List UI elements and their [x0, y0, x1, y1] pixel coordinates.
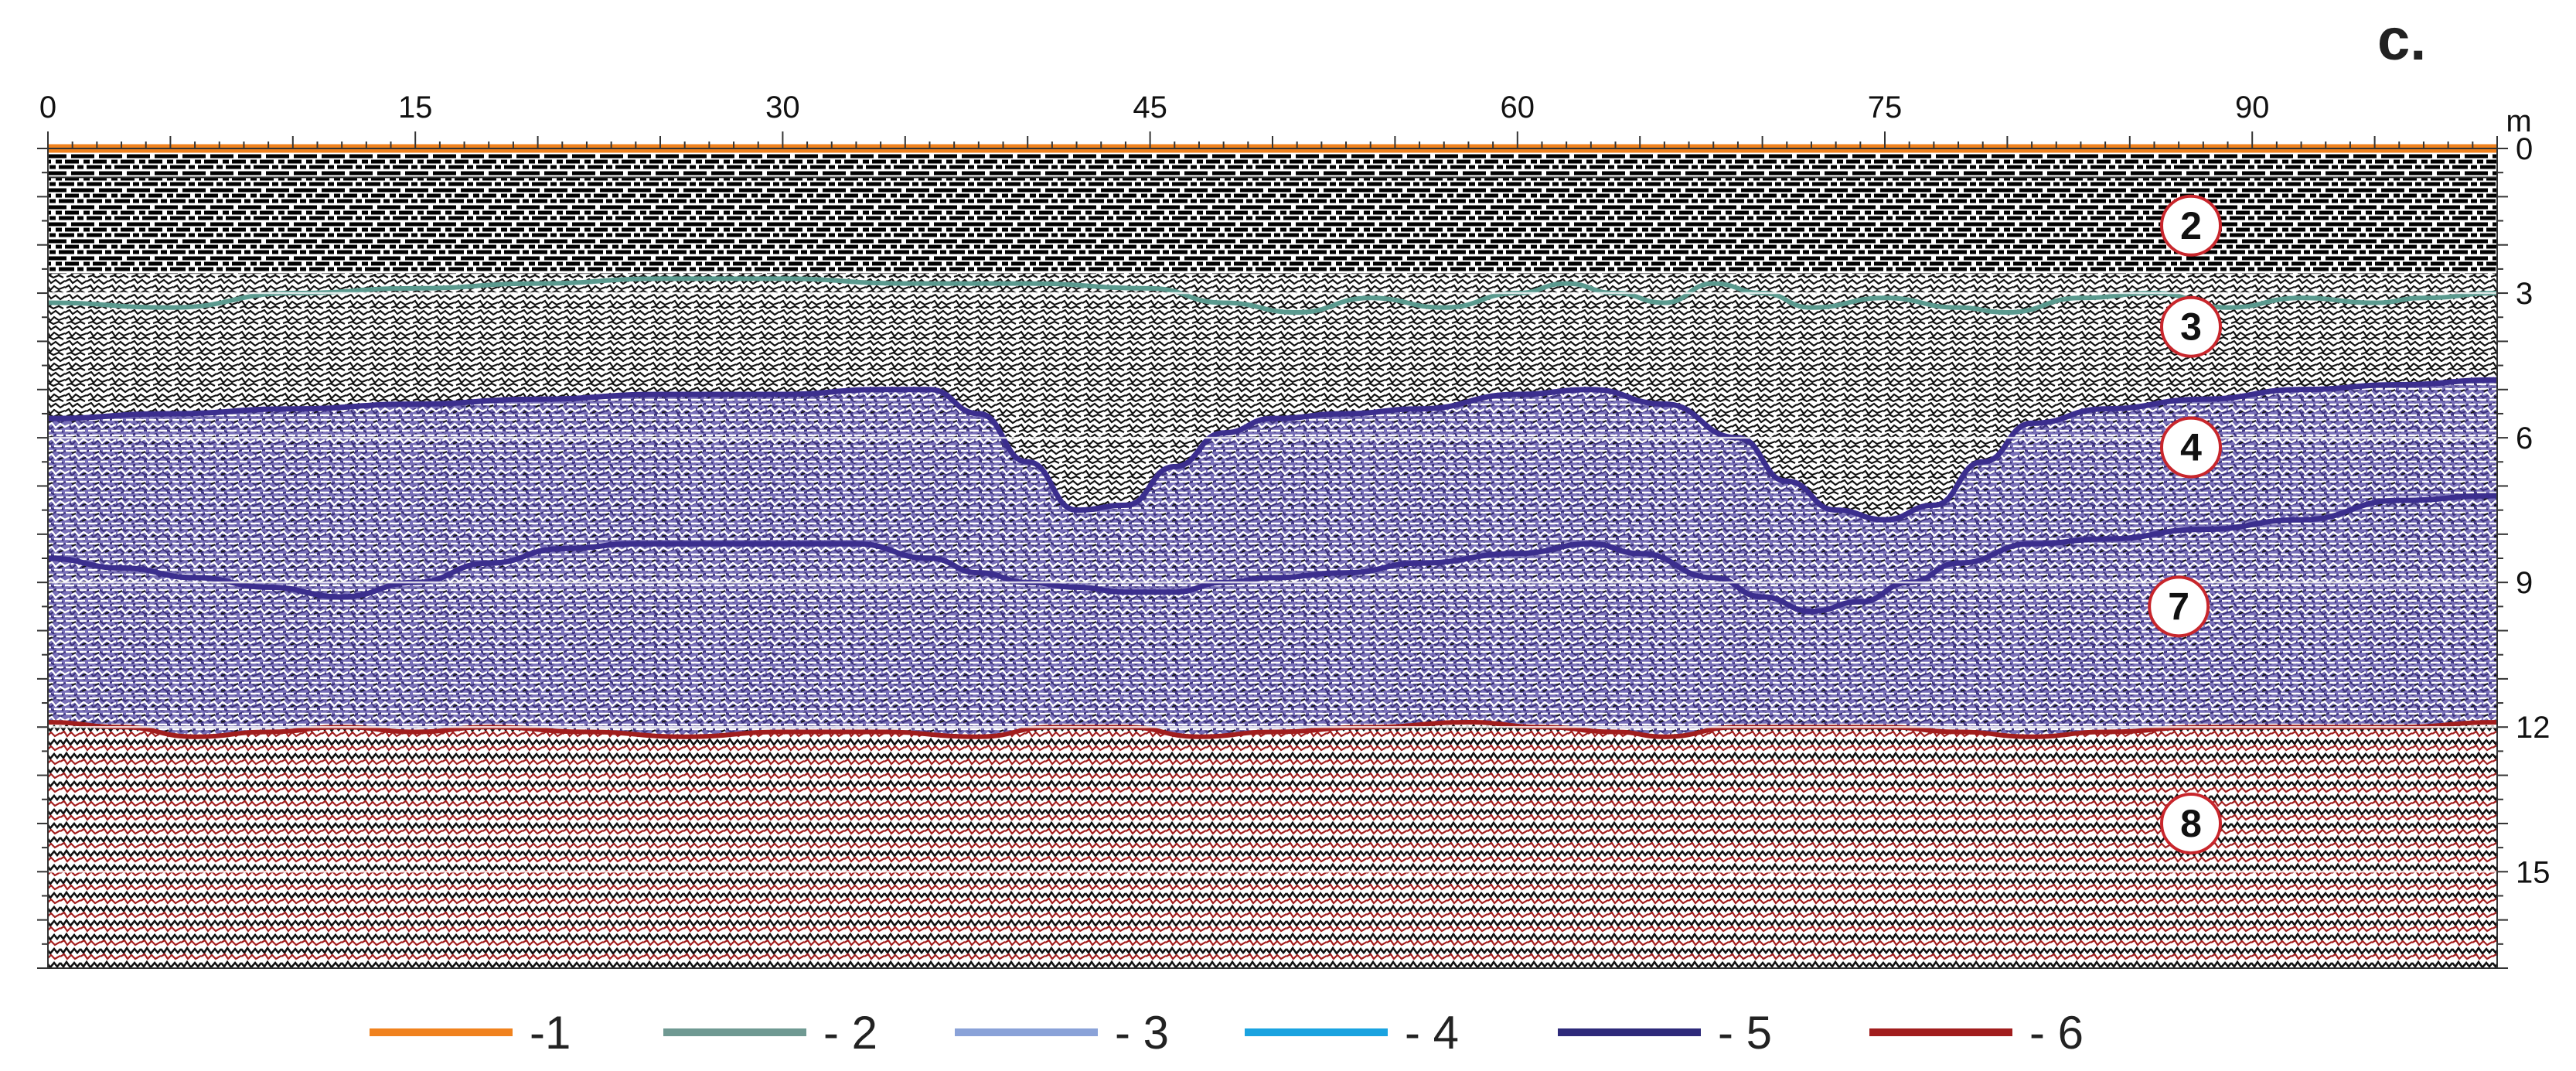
layer-label-circle [2160, 792, 2222, 854]
layer-label-8: 8 [2160, 792, 2222, 854]
x-tick-label: 30 [765, 90, 800, 124]
legend-swatch [1869, 1028, 2012, 1036]
left-tick-axis [37, 148, 48, 969]
legend-item: - 6 [1869, 998, 2084, 1067]
layer-label-text: 3 [2180, 305, 2202, 349]
layer-label-text: 8 [2180, 802, 2202, 845]
y-tick-label: 3 [2516, 277, 2533, 311]
legend-item: - 4 [1245, 998, 1459, 1067]
x-axis: 0 15 30 45 60 75 90 m [39, 90, 2532, 149]
y-tick-label: 0 [2516, 132, 2533, 166]
legend-swatch [1245, 1028, 1388, 1036]
y-tick-label: 6 [2516, 421, 2533, 455]
x-tick-label: 45 [1133, 90, 1167, 124]
legend-item: - 3 [955, 998, 1169, 1067]
layer-label-circle [2148, 575, 2210, 638]
layer-label-text: 7 [2168, 585, 2189, 628]
legend: -1 - 2 - 3 - 4 - 5 - 6 [0, 998, 2576, 1067]
zone-purple-layer [48, 380, 2497, 737]
radargram-plot-area [48, 148, 2497, 968]
layer-label-7: 7 [2148, 575, 2210, 638]
y-tick-label: 12 [2516, 711, 2550, 745]
y-axis: 0 3 6 9 12 15 [2497, 132, 2550, 969]
legend-label: -1 [530, 1006, 571, 1059]
legend-item: -1 [370, 998, 571, 1067]
x-tick-label: 15 [398, 90, 433, 124]
legend-swatch [955, 1028, 1098, 1036]
x-tick-label: 0 [39, 90, 56, 124]
legend-item: - 5 [1558, 998, 1772, 1067]
x-tick-label: 75 [1868, 90, 1903, 124]
x-tick-label: 90 [2235, 90, 2270, 124]
x-axis-unit: m [2506, 104, 2531, 138]
depth-gridlines [48, 176, 2497, 873]
panel-label: c. [2377, 7, 2427, 73]
legend-label: - 5 [1718, 1006, 1773, 1059]
x-tick-label: 60 [1501, 90, 1535, 124]
layer-label-circle [2160, 295, 2222, 358]
layer-label-circle [2160, 416, 2222, 479]
layer-label-text: 4 [2180, 426, 2202, 469]
layer-label-circle [2160, 194, 2222, 257]
legend-label: - 4 [1405, 1006, 1460, 1059]
y-tick-label: 15 [2516, 855, 2550, 889]
zone-deep-layer [48, 722, 2497, 968]
boundary-purple-bottom [47, 493, 2498, 615]
legend-swatch [1558, 1028, 1701, 1036]
legend-label: - 2 [823, 1006, 878, 1059]
surface-strip [48, 153, 2497, 190]
layer-label-3: 3 [2160, 295, 2222, 358]
legend-swatch [663, 1028, 806, 1036]
boundary-purple-top [47, 377, 2498, 523]
legend-item: - 2 [663, 998, 877, 1067]
layer-label-4: 4 [2160, 416, 2222, 479]
layer-label-text: 2 [2180, 204, 2202, 247]
layer-labels: 2 3 4 7 8 [2148, 194, 2222, 854]
legend-label: - 6 [2029, 1006, 2084, 1059]
boundary-red [47, 719, 2498, 739]
legend-label: - 3 [1115, 1006, 1170, 1059]
legend-swatch [370, 1028, 513, 1036]
y-tick-label: 9 [2516, 566, 2533, 600]
layer-label-2: 2 [2160, 194, 2222, 257]
